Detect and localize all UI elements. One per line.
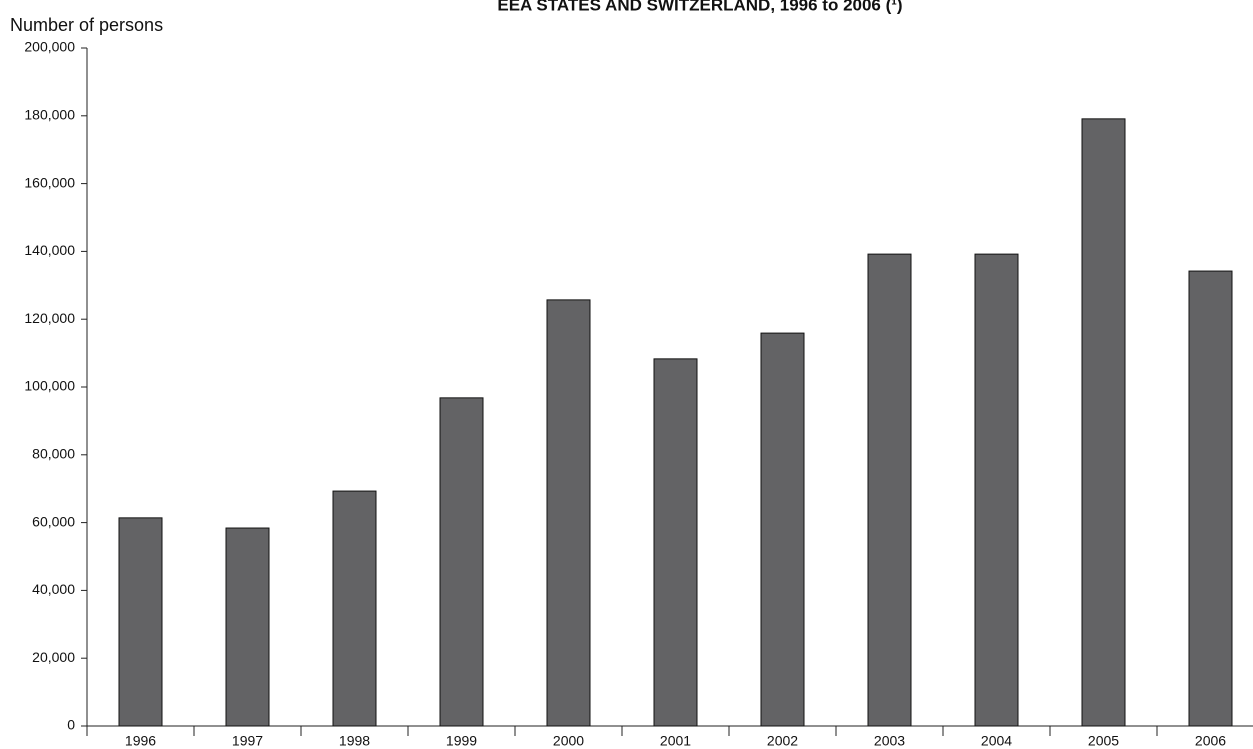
bar [225, 527, 270, 727]
y-tick-label: 40,000 [32, 581, 75, 597]
x-tick-label: 1997 [232, 733, 263, 749]
y-axis-label: Number of persons [10, 15, 163, 35]
bar [546, 299, 591, 727]
x-tick-label: 1996 [125, 733, 156, 749]
x-tick-label: 2005 [1088, 733, 1119, 749]
y-tick-label: 160,000 [24, 174, 75, 190]
bar [974, 253, 1019, 727]
y-tick-label: 60,000 [32, 513, 75, 529]
y-tick-label: 180,000 [24, 107, 75, 123]
x-tick-label: 2004 [981, 733, 1012, 749]
y-tick-label: 0 [67, 717, 75, 733]
y-tick-label: 120,000 [24, 310, 75, 326]
x-tick-label: 1998 [339, 733, 370, 749]
y-tick-label: 100,000 [24, 378, 75, 394]
x-tick-label: 2002 [767, 733, 798, 749]
bar [439, 397, 484, 727]
x-tick-label: 2000 [553, 733, 584, 749]
x-tick-label: 2006 [1195, 733, 1226, 749]
y-tick-label: 20,000 [32, 649, 75, 665]
bar [653, 358, 698, 727]
x-tick-label: 2003 [874, 733, 905, 749]
bar [867, 253, 912, 727]
chart-title: EEA STATES AND SWITZERLAND, 1996 to 2006… [497, 0, 902, 14]
bar [118, 517, 163, 727]
bar [332, 490, 377, 727]
x-tick-label: 2001 [660, 733, 691, 749]
bar [1081, 118, 1126, 727]
x-tick-label: 1999 [446, 733, 477, 749]
y-tick-label: 80,000 [32, 446, 75, 462]
y-tick-label: 200,000 [24, 39, 75, 55]
bar [1188, 270, 1233, 727]
bar [760, 332, 805, 727]
y-tick-label: 140,000 [24, 242, 75, 258]
